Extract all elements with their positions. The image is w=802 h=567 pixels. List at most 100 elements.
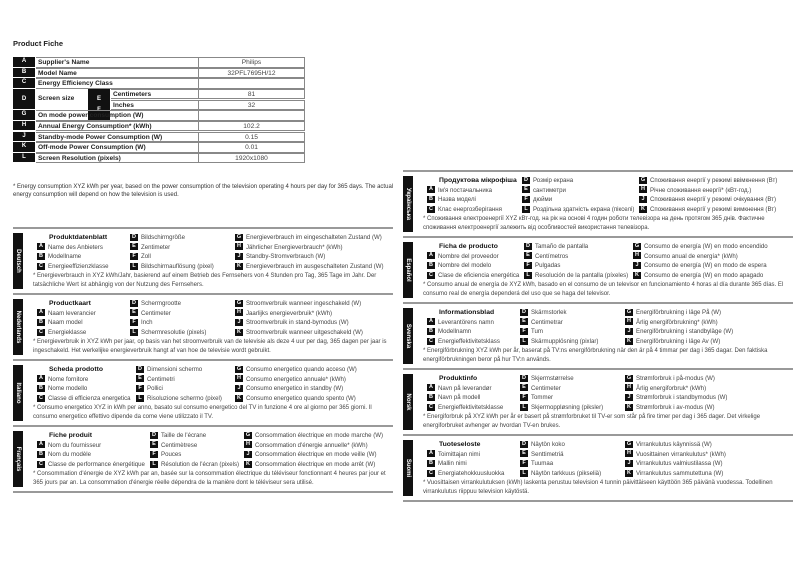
field-label: Tamaño de pantalla (535, 243, 589, 250)
field-label: Toimittajan nimi (438, 450, 480, 458)
letter-j-icon: J (625, 460, 633, 468)
field-label: Strømforbruk i på-modus (W) (636, 375, 715, 382)
section-heading: Tuoteseloste (439, 441, 481, 448)
field-label: Zoll (141, 253, 151, 261)
field-c: C Energieffektivitetsklass (427, 337, 500, 346)
section-heading: Informationsblad (439, 309, 495, 316)
field-c: C Energiatehokkuusluokka (427, 469, 504, 478)
field-label: Navn på modell (438, 394, 481, 402)
row-letter-badge: D (13, 88, 35, 110)
section-heading: Productkaart (49, 300, 91, 307)
section-heading: Продуктова мікрофіша (439, 177, 517, 184)
field-label: Classe de performance énergétique (48, 460, 145, 468)
language-name: Svenska (405, 323, 411, 349)
letter-b-icon: B (37, 451, 45, 459)
field-label: Consumo energetico quando acceso (W) (246, 366, 357, 373)
field-label: Tum (531, 328, 543, 336)
fiche-row: D Screen size E Centimeters 81 F Inches 32 (13, 88, 305, 121)
field-label: Risoluzione schermo (pixel) (147, 394, 222, 402)
letter-k-icon: K (235, 328, 243, 336)
field-label: Nom du fournisseur (48, 441, 102, 449)
language-tab: Deutsch (13, 233, 23, 289)
field-label: Nombre del proveedor (438, 252, 499, 260)
letter-c-icon: C (427, 403, 435, 411)
letter-h-icon: H (625, 450, 633, 458)
field-c: C Energieeffizienzklasse (37, 262, 109, 271)
field-e: E Centimetrar (520, 318, 563, 327)
field-d: D Tamaño de pantalla (524, 242, 588, 251)
field-h: H Jaarlijks energieverbruik* (kWh) (235, 309, 332, 318)
field-label: Клас енергозберігання (438, 205, 502, 213)
letter-j-icon: J (244, 451, 252, 459)
field-l: L Risoluzione schermo (pixel) (136, 394, 222, 403)
field-label: Energieffektivitetsklass (438, 337, 500, 345)
row-value: 0.01 (198, 142, 305, 153)
field-j: J Standby-Stromverbrauch (W) (235, 252, 325, 261)
letter-k-icon: K (235, 394, 243, 402)
letter-h-icon: H (633, 252, 641, 260)
field-f: F Tommer (520, 393, 553, 402)
field-label: Centimetrar (531, 318, 563, 326)
field-label: Senttimetriä (531, 450, 564, 458)
letter-e-icon: E (524, 252, 532, 260)
field-label: Strømforbruk i standbymodus (W) (636, 394, 728, 402)
letter-h-icon: H (625, 318, 633, 326)
field-label: Споживання енергії у режимі ввімкнення (… (650, 177, 778, 184)
field-label: Bildschirmauflösung (pixel) (141, 262, 214, 270)
field-label: Consommation électrique en mode arrêt (W… (255, 460, 376, 468)
field-e: E Centimeter (130, 309, 171, 318)
field-a: A Name des Anbieters (37, 243, 103, 252)
section-heading: Fiche produit (49, 432, 93, 439)
field-a: A Ім'я постачальника (427, 186, 492, 195)
letter-g-icon: G (235, 233, 243, 241)
language-tab: Español (403, 242, 413, 298)
field-l: L Skjermoppløsning (piksler) (520, 403, 603, 412)
letter-k-icon: K (235, 262, 243, 270)
field-label: Pollici (147, 385, 163, 393)
field-j: J Virrankulutus valmiustilassa (W) (625, 459, 723, 468)
field-label: Pulgadas (535, 262, 561, 270)
row-label: Screen Resolution (pixels) (36, 152, 199, 164)
letter-k-icon: K (633, 271, 641, 279)
letter-j-icon: J (639, 196, 647, 204)
field-b: B Modellnamn (427, 327, 471, 336)
field-k: K Consommation électrique en mode arrêt (… (244, 460, 375, 469)
field-label: Resolución de la pantalla (píxeles) (535, 271, 629, 279)
field-label: Consumo de energía (W) en modo encendido (644, 243, 768, 250)
letter-l-icon: L (520, 337, 528, 345)
letter-k-icon: K (625, 403, 633, 411)
field-a: A Naam leverancier (37, 309, 96, 318)
field-label: Річне споживання енергії* (кВт-год.) (650, 186, 752, 194)
field-c: C Клас енергозберігання (427, 205, 502, 214)
letter-e-icon: E (150, 441, 158, 449)
field-d: D Розмір екрана (522, 176, 573, 185)
page-title: Product Fiche (13, 39, 64, 48)
letter-e-icon: E (520, 318, 528, 326)
field-g: G Energiförbrukning i läge På (W) (625, 308, 721, 317)
field-label: Ім'я постачальника (438, 186, 493, 194)
letter-k-icon: K (244, 460, 252, 468)
letter-k-icon: K (625, 337, 633, 345)
letter-k-icon: K (625, 469, 633, 477)
field-label: Näytön koko (531, 441, 565, 448)
language-section-4: Українська Продуктова мікрофіша A Ім'я пост… (403, 170, 793, 236)
fiche-row: A Supplier's Name Philips (13, 57, 305, 68)
row-letter-badge: C (13, 78, 35, 88)
letter-j-icon: J (235, 253, 243, 261)
letter-j-icon: J (633, 262, 641, 270)
field-label: Strømforbruk i av-modus (W) (636, 403, 715, 411)
field-j: J Consommation électrique en mode veille … (244, 450, 377, 459)
field-label: Virrankulutus käynnissä (W) (636, 441, 712, 448)
field-label: Energiförbrukning i standbyläge (W) (636, 328, 734, 336)
language-name: Français (15, 446, 21, 472)
letter-b-icon: B (37, 319, 45, 327)
row-letter-badge: G (13, 110, 35, 120)
field-k: K Virrankulutus sammutettuna (W) (625, 469, 723, 478)
letter-a-icon: A (427, 450, 435, 458)
letter-a-icon: A (37, 309, 45, 317)
letter-g-icon: G (235, 365, 243, 373)
row-letter-badge: K (13, 142, 35, 152)
field-c: C Classe di efficienza energetica (37, 394, 131, 403)
fiche-row: L Screen Resolution (pixels) 1920x1080 (13, 152, 305, 164)
